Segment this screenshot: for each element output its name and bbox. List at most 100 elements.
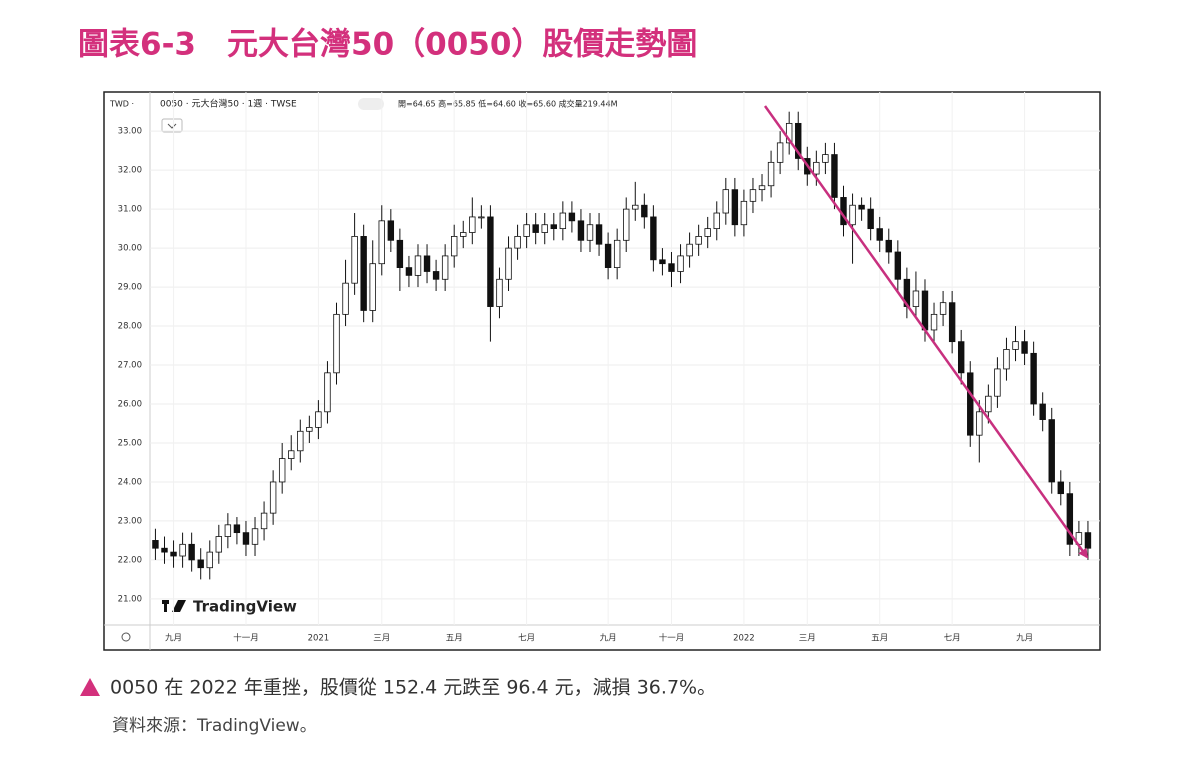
candle-body (152, 540, 159, 549)
y-tick-label: 29.00 (118, 283, 142, 293)
candle-body (360, 236, 367, 311)
candle-body (731, 189, 739, 226)
source: 資料來源：TradingView。 (112, 716, 317, 736)
x-tick-label: 九月 (1016, 634, 1033, 644)
candle-body (1084, 532, 1092, 549)
y-tick-label: 21.00 (118, 594, 142, 604)
y-tick-label: 31.00 (118, 205, 142, 215)
x-tick-label: 三月 (373, 634, 390, 644)
ohlc-info: 開=64.65 高=65.85 低=64.60 收=65.60 成交量219.4… (398, 99, 618, 109)
candle-body (505, 247, 512, 280)
candle-body (161, 547, 168, 553)
candle-body (813, 161, 820, 175)
candle-body (795, 122, 802, 159)
candle-body (188, 543, 195, 561)
candle-body (967, 372, 974, 436)
candle-body (197, 559, 204, 569)
candle-body (876, 228, 883, 241)
y-tick-label: 26.00 (118, 400, 142, 410)
candle-body (387, 220, 395, 241)
settings-icon[interactable] (121, 632, 131, 642)
x-tick-label: 三月 (799, 634, 816, 644)
candle-body (396, 239, 404, 268)
y-tick-label: 32.00 (118, 166, 142, 176)
tv-logo (172, 600, 186, 612)
candle-body (324, 372, 331, 413)
candle-body (170, 551, 177, 557)
candle-body (224, 524, 232, 537)
candle-body (541, 224, 548, 233)
candle-body (985, 395, 992, 413)
candle-body (278, 458, 286, 483)
candle-body (242, 532, 250, 545)
candle-body (767, 161, 775, 187)
candle-body (1012, 341, 1019, 350)
x-tick-label: 2021 (308, 634, 330, 644)
candle-body (704, 228, 711, 237)
y-tick-label: 24.00 (118, 477, 142, 487)
candle-body (650, 216, 657, 261)
candle-body (369, 263, 376, 311)
candle-body (713, 212, 720, 230)
candle-body (659, 259, 666, 265)
candle-body (478, 216, 485, 219)
candle-body (957, 341, 965, 374)
candle-body (523, 224, 530, 237)
candle-body (441, 255, 449, 280)
candle-body (414, 255, 422, 276)
candle-body (333, 313, 340, 374)
candle-body (921, 290, 929, 331)
candle-body (604, 243, 612, 268)
candle-body (251, 528, 259, 545)
y-tick-label: 28.00 (118, 322, 142, 332)
collapse-button[interactable] (161, 118, 183, 133)
candle-body (776, 142, 784, 163)
candle-body (613, 239, 621, 268)
x-tick-label: 十一月 (233, 633, 259, 644)
trend-arrow (763, 105, 1089, 559)
candle-body (460, 232, 467, 237)
candle-body (1066, 493, 1074, 545)
currency: TWD · (109, 100, 134, 109)
candle-body (1030, 352, 1037, 405)
y-tick-label: 27.00 (118, 361, 142, 371)
chart-frame (103, 91, 1101, 651)
candle-body (994, 368, 1001, 397)
x-tick-label: 九月 (165, 634, 182, 644)
tv-logo (164, 600, 167, 612)
candle-body (405, 267, 413, 276)
candle-body (912, 290, 920, 307)
candle-body (577, 220, 585, 241)
candle-body (206, 551, 213, 569)
candle-body (342, 282, 349, 315)
candle-body (288, 450, 295, 459)
candle-body (930, 313, 938, 331)
candle-body (532, 224, 539, 233)
x-tick-label: 十一月 (659, 633, 685, 644)
candle-body (948, 302, 956, 343)
y-tick-label: 30.00 (118, 244, 142, 254)
candle-body (450, 236, 458, 257)
candle-body (822, 154, 829, 163)
candle-body (641, 204, 648, 218)
candle-body (1003, 349, 1010, 370)
candle-body (867, 208, 874, 230)
candle-body (686, 243, 693, 257)
x-tick-label: 九月 (600, 634, 617, 644)
candle-body (668, 263, 675, 272)
figure-title: 圖表6-3 元大台灣50（0050）股價走勢圖 (78, 27, 697, 63)
candle-body (423, 255, 431, 272)
candle-body (215, 536, 223, 553)
chevron (167, 123, 177, 129)
candle-body (758, 185, 766, 191)
candle-body (487, 216, 494, 307)
candle-body (233, 524, 241, 534)
y-tick-label: 25.00 (118, 438, 142, 448)
candle-body (568, 212, 576, 222)
candle-body (297, 430, 304, 452)
toggle-pill[interactable] (358, 98, 384, 110)
candle-body (351, 236, 358, 284)
x-tick-label: 七月 (944, 634, 961, 644)
